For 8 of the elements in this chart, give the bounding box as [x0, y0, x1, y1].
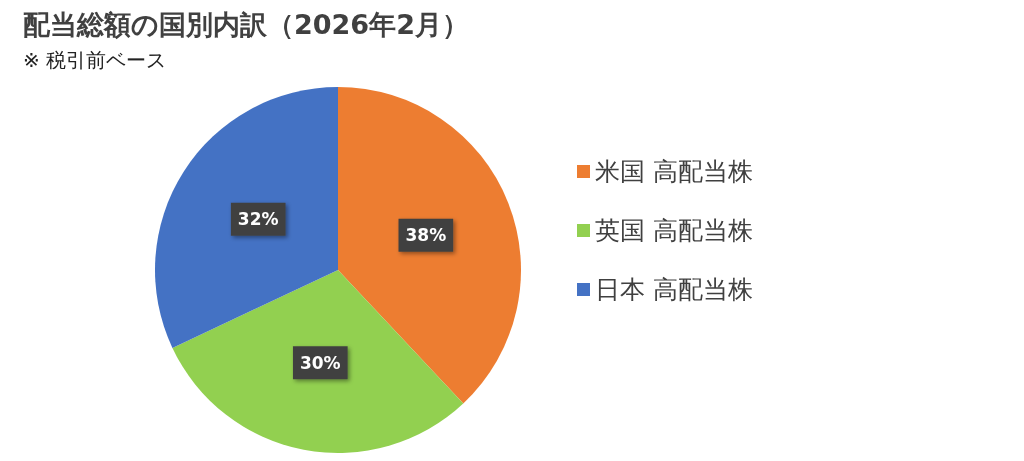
data-label: 30% [299, 352, 341, 373]
chart-subtitle: ※ 税引前ベース [23, 48, 167, 72]
data-label: 32% [237, 209, 279, 230]
legend-label: 米国 高配当株 [595, 157, 753, 186]
data-label: 38% [405, 225, 447, 246]
legend-label: 英国 高配当株 [595, 216, 753, 245]
chart-title: 配当総額の国別内訳（2026年2月） [23, 9, 469, 40]
legend-label: 日本 高配当株 [595, 275, 753, 304]
